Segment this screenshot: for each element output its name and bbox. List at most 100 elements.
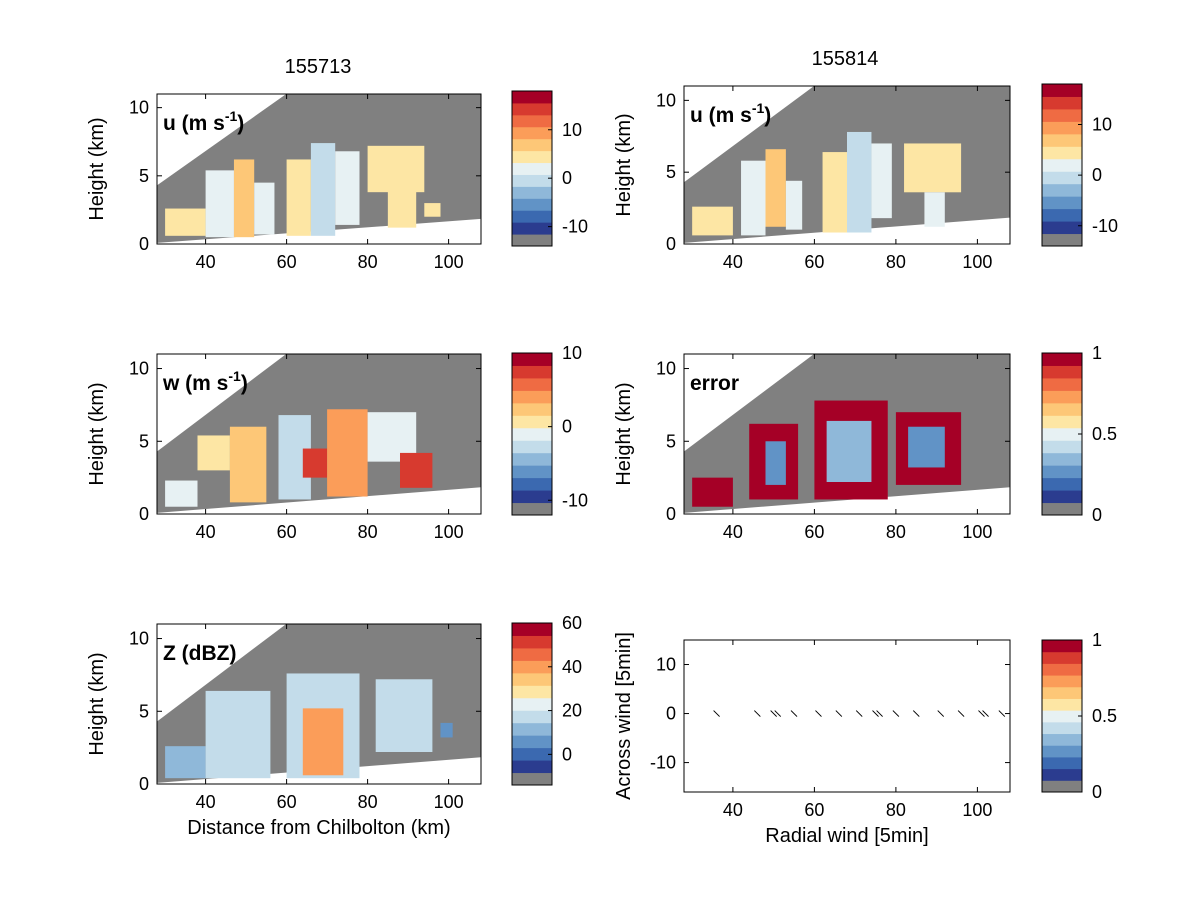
data-cell — [440, 722, 453, 738]
colorbar-bin — [1042, 427, 1082, 441]
y-tick-label: 0 — [666, 704, 676, 724]
variable-label-close: ) — [237, 112, 244, 135]
colorbar-bin — [1042, 133, 1082, 147]
wind-vector — [835, 710, 843, 717]
colorbar-bin — [1042, 377, 1082, 391]
x-tick-label: 60 — [804, 252, 824, 272]
variable-label-text: error — [690, 372, 739, 395]
colorbar-bin — [1042, 698, 1082, 711]
data-cell — [826, 420, 872, 482]
variable-label: Z (dBZ) — [163, 642, 236, 665]
colorbar-bin — [512, 477, 552, 491]
colorbar-bin — [1042, 108, 1082, 122]
colorbar-bin — [1042, 208, 1082, 222]
colorbar: 10 0 -10 — [511, 343, 588, 516]
colorbar-bin — [1042, 768, 1082, 781]
colorbar-frame — [1041, 83, 1083, 247]
y-tick-label: 5 — [139, 166, 149, 186]
axes-frame — [156, 353, 482, 515]
colorbar-bin — [1042, 640, 1082, 653]
wind-vector — [770, 710, 778, 717]
wind-vector — [957, 710, 965, 717]
data-cell — [692, 477, 733, 507]
x-tick-label: 100 — [434, 792, 464, 812]
x-tick-label: 60 — [277, 792, 297, 812]
colorbar-bin — [512, 234, 552, 247]
colorbar-bin — [1042, 158, 1082, 172]
colorbar-bin — [512, 660, 552, 674]
colorbar-bin — [512, 635, 552, 649]
wind-vector — [937, 710, 945, 717]
colorbar-bin — [1042, 465, 1082, 479]
colorbar-bin — [1042, 96, 1082, 110]
y-tick-label: 0 — [139, 774, 149, 794]
colorbar-frame — [511, 622, 553, 786]
x-tick-label: 60 — [277, 522, 297, 542]
data-cell — [847, 131, 872, 233]
colorbar-bin — [1042, 171, 1082, 185]
colorbar-bin — [1042, 146, 1082, 160]
colorbar-bin — [512, 365, 552, 379]
data-cell — [692, 206, 733, 236]
data-cell — [375, 679, 433, 752]
colorbar-bin — [1042, 183, 1082, 197]
colorbar-bin — [1042, 745, 1082, 758]
colorbar: 10.50 — [1041, 343, 1117, 525]
data-cell — [335, 151, 360, 225]
wind-vector — [713, 710, 720, 717]
x-tick-label: 40 — [196, 792, 216, 812]
data-cell — [908, 426, 945, 468]
y-axis-label: Across wind [5min] — [613, 632, 635, 800]
colorbar-bin — [1042, 663, 1082, 676]
data-cell — [197, 435, 230, 471]
y-tick-label: 10 — [656, 359, 676, 379]
x-tick-label: 80 — [358, 792, 378, 812]
colorbar-bin — [1042, 756, 1082, 770]
x-tick-label: 80 — [886, 800, 906, 820]
colorbar-bin — [512, 697, 552, 711]
data-cell — [302, 708, 344, 776]
colorbar-tick-label: 60 — [562, 613, 582, 633]
colorbar-bin — [1042, 233, 1082, 247]
data-cell — [765, 149, 786, 227]
wind-vector — [892, 710, 900, 717]
variable-label-close: ) — [241, 372, 248, 395]
colorbar-tick-label: 10 — [1092, 115, 1112, 135]
colorbar-bin — [1042, 353, 1082, 366]
plot-area — [713, 710, 1006, 717]
colorbar-tick-label: 40 — [562, 657, 582, 677]
colorbar-bin — [512, 162, 552, 175]
colorbar-bin — [512, 415, 552, 429]
variable-label: u (m s-1) — [690, 100, 771, 127]
colorbar: 10 0 -10 — [511, 90, 588, 247]
colorbar-tick-label: -10 — [562, 490, 588, 510]
y-tick-label: -10 — [650, 753, 676, 773]
x-tick-label: 60 — [804, 800, 824, 820]
title-left: 155713 — [285, 56, 352, 78]
axes-frame — [683, 85, 1011, 245]
colorbar-bin — [512, 427, 552, 441]
variable-label-text: w (m s — [162, 372, 228, 395]
variable-label-text: u (m s — [690, 104, 752, 127]
data-cell — [165, 480, 198, 507]
colorbar-bin — [1042, 221, 1082, 235]
x-tick-label: 60 — [804, 522, 824, 542]
colorbar-bin — [512, 138, 552, 152]
colorbar: 60 40 20 0 — [511, 613, 582, 786]
colorbar-bin — [512, 390, 552, 404]
data-cell — [254, 182, 275, 235]
colorbar-bin — [512, 735, 552, 749]
variable-label-close: ) — [764, 104, 771, 127]
colorbar: 10.50 — [1041, 630, 1117, 802]
variable-label: w (m s-1) — [162, 368, 248, 395]
variable-label-sup: -1 — [225, 108, 238, 124]
data-cell — [871, 143, 892, 219]
y-tick-label: 10 — [129, 359, 149, 379]
colorbar-tick-label: 0 — [562, 168, 572, 188]
colorbar-bin — [512, 174, 552, 187]
